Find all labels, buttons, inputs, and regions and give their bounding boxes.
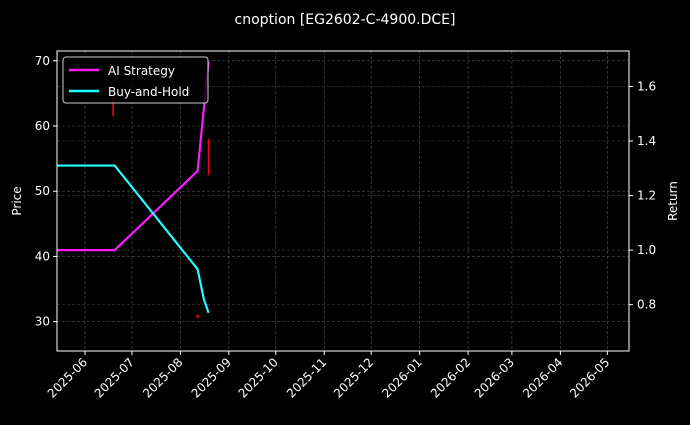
series-lines xyxy=(57,61,210,314)
y-tick-label-left: 50 xyxy=(35,184,50,198)
y-tick-label-left: 60 xyxy=(35,119,50,133)
y-tick-label-right: 1.4 xyxy=(637,134,656,148)
y-tick-label-right: 1.2 xyxy=(637,189,656,203)
series-line-ai-strategy xyxy=(57,61,210,252)
y-tick-label-right: 0.8 xyxy=(637,298,656,312)
y-axis-right: 0.8 1.0 1.2 1.4 1.6 xyxy=(629,79,656,312)
legend-label-buy-and-hold: Buy-and-Hold xyxy=(108,85,189,99)
y-tick-label-left: 30 xyxy=(35,315,50,329)
y-tick-label-left: 70 xyxy=(35,54,50,68)
y-axis-label-right: Return xyxy=(666,181,680,221)
y-tick-label-right: 1.0 xyxy=(637,243,656,257)
series-line-buy-and-hold xyxy=(57,164,210,314)
chart-title: cnoption [EG2602-C-4900.DCE] xyxy=(235,12,456,28)
y-axis-left: 30 40 50 60 70 xyxy=(35,54,57,329)
legend: AI Strategy Buy-and-Hold xyxy=(62,56,209,104)
y-tick-label-left: 40 xyxy=(35,249,50,263)
y-axis-label-left: Price xyxy=(10,186,24,215)
plot-frame xyxy=(56,50,630,352)
y-tick-label-right: 1.6 xyxy=(637,79,656,93)
legend-label-ai-strategy: AI Strategy xyxy=(108,64,175,78)
